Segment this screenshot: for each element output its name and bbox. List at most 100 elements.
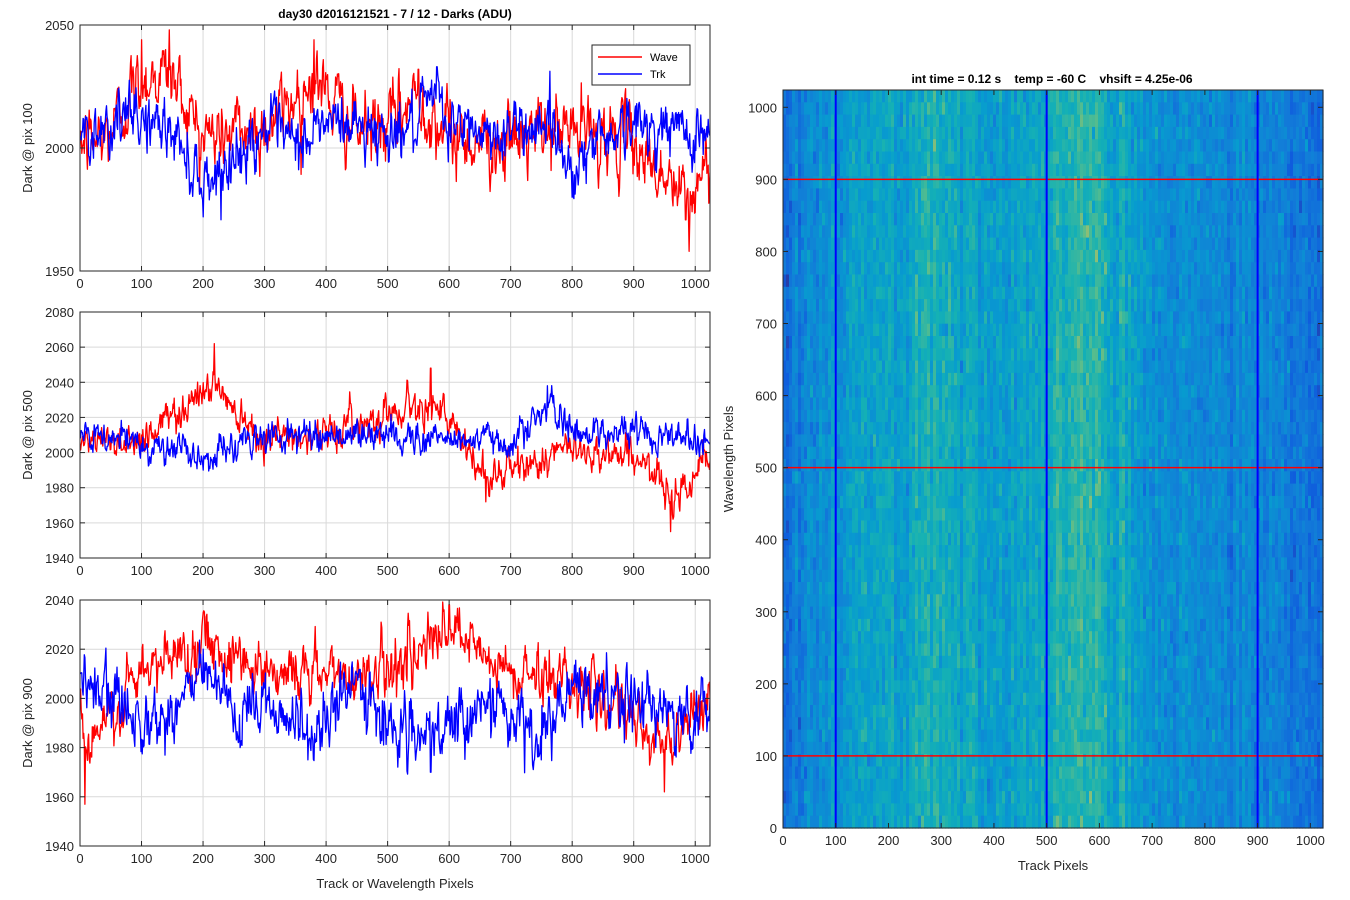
heatmap-cell [837, 729, 841, 743]
heatmap-cell [882, 594, 886, 608]
heatmap-cell [903, 385, 907, 399]
heatmap-cell [948, 778, 952, 792]
heatmap-cell [870, 545, 874, 558]
heatmap-cell [873, 668, 877, 681]
heatmap-cell [981, 163, 985, 177]
heatmap-cell [816, 372, 820, 386]
heatmap-cell [960, 262, 964, 276]
heatmap-cell [888, 249, 892, 263]
heatmap-cell [861, 225, 865, 239]
heatmap-cell [792, 249, 796, 263]
heatmap-cell [822, 446, 826, 460]
heatmap-cell [804, 545, 808, 558]
y-tick-label: 1940 [45, 551, 74, 566]
heatmap-cell [933, 618, 937, 632]
heatmap-cell [957, 459, 961, 472]
heatmap-cell [918, 557, 922, 571]
heatmap-cell [894, 299, 898, 312]
heatmap-cell [804, 569, 808, 583]
heatmap-cell [936, 176, 940, 189]
heatmap-cell [870, 569, 874, 583]
heatmap-cell [876, 274, 880, 288]
heatmap-cell [783, 791, 787, 804]
heatmap-cell [942, 446, 946, 460]
heatmap-cell [849, 126, 853, 140]
heatmap-cell [864, 594, 868, 608]
heatmap-cell [855, 569, 859, 583]
heatmap-cell [906, 446, 910, 460]
heatmap-cell [936, 274, 940, 288]
heatmap-cell [954, 459, 958, 472]
heatmap-cell [822, 434, 826, 448]
heatmap-cell [882, 582, 886, 595]
heatmap-cell [783, 126, 787, 140]
tick-marks: 0 100 200 300 400 500 600 700 800 900 100019401960… [45, 305, 710, 578]
heatmap-cell [831, 631, 835, 645]
heatmap-cell [921, 471, 925, 485]
heatmap-cell [816, 139, 820, 153]
heatmap-cell [972, 213, 976, 226]
heatmap-cell [876, 126, 880, 140]
heatmap-cell [813, 163, 817, 177]
heatmap-cell [828, 717, 832, 731]
heatmap-cell [906, 729, 910, 743]
x-tick-label: 1000 [681, 563, 710, 578]
heatmap-cell [942, 668, 946, 681]
heatmap-cell [960, 471, 964, 485]
heatmap-cell [933, 151, 937, 165]
heatmap-cell [900, 618, 904, 632]
heatmap-cell [948, 200, 952, 214]
heatmap-cell [981, 545, 985, 558]
heatmap-cell [846, 643, 850, 657]
heatmap-cell [936, 446, 940, 460]
heatmap-cell [927, 692, 931, 706]
heatmap-cell [903, 163, 907, 177]
heatmap-cell [870, 286, 874, 300]
heatmap-cell [930, 372, 934, 386]
heatmap-cell [915, 336, 919, 349]
heatmap-cell [792, 778, 796, 792]
heatmap-cell [822, 409, 826, 423]
heatmap-cell [876, 336, 880, 349]
heatmap-cell [933, 692, 937, 706]
heatmap-cell [825, 643, 829, 657]
heatmap-cell [879, 348, 883, 362]
heatmap-cell [786, 372, 790, 386]
heatmap-cell [819, 434, 823, 448]
heatmap-cell [873, 114, 877, 128]
heatmap-cell [918, 631, 922, 645]
heatmap-cell [900, 311, 904, 325]
heatmap-cell [924, 114, 928, 128]
heatmap-cell [900, 286, 904, 300]
heatmap-cell [894, 176, 898, 189]
heatmap-cell [885, 151, 889, 165]
heatmap-cell [807, 90, 811, 103]
heatmap-cell [927, 803, 931, 817]
heatmap-cell [867, 766, 871, 780]
heatmap-cell [888, 163, 892, 177]
series-line-wave [80, 601, 710, 805]
heatmap-cell [924, 397, 928, 411]
heatmap-cell [804, 213, 808, 226]
heatmap-cell [924, 557, 928, 571]
heatmap-cell [915, 668, 919, 681]
heatmap-cell [831, 200, 835, 214]
heatmap-cell [840, 668, 844, 681]
heatmap-cell [858, 655, 862, 669]
heatmap-cell [906, 741, 910, 755]
heatmap-cell [870, 520, 874, 534]
heatmap-cell [852, 655, 856, 669]
heatmap-cell [909, 471, 913, 485]
heatmap-cell [915, 520, 919, 534]
heatmap-cell [918, 483, 922, 497]
heatmap-cell [828, 385, 832, 399]
heatmap-cell [873, 446, 877, 460]
heatmap-cell [858, 766, 862, 780]
heatmap-cell [927, 532, 931, 546]
heatmap-cell [894, 643, 898, 657]
heatmap-cell [843, 508, 847, 522]
heatmap-cell [963, 532, 967, 546]
heatmap-cell [927, 286, 931, 300]
heatmap-cell [915, 446, 919, 460]
heatmap-cell [840, 655, 844, 669]
